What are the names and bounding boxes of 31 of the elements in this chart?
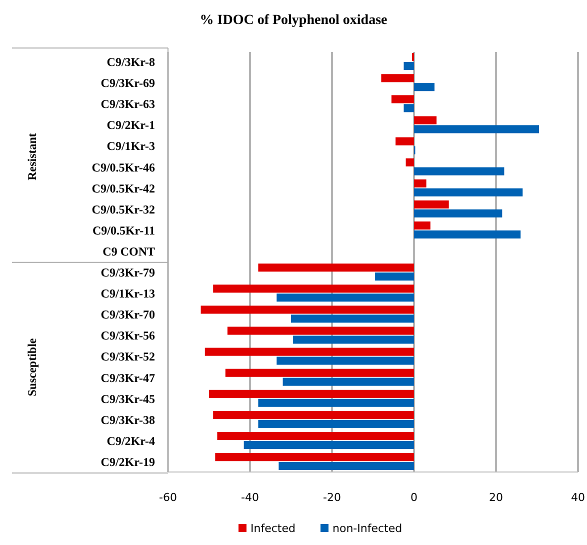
x-tick-label: -20 — [323, 491, 341, 504]
y-tick-label: C9/2Kr-4 — [106, 434, 155, 448]
y-tick-label: C9/3Kr-70 — [100, 308, 155, 322]
y-tick-label: C9/1Kr-3 — [106, 139, 155, 154]
y-tick-label: C9/3Kr-8 — [106, 55, 155, 69]
y-tick-label: C9/2Kr-19 — [100, 455, 155, 469]
y-tick-label: C9/3Kr-79 — [100, 266, 155, 280]
y-tick-label: C9 CONT — [102, 244, 155, 258]
x-tick-label: 20 — [489, 491, 503, 504]
x-tick-label: 40 — [571, 491, 585, 504]
y-tick-label: C9/3Kr-56 — [100, 328, 155, 343]
y-tick-label: C9/3Kr-52 — [100, 350, 155, 364]
y-tick-label: C9/0.5Kr-42 — [92, 181, 155, 196]
legend-label: Infected — [250, 522, 296, 535]
y-tick-label: C9/3Kr-47 — [100, 370, 155, 385]
y-tick-label: C9/0.5Kr-11 — [92, 223, 155, 238]
y-tick-label: C9/3Kr-38 — [100, 412, 155, 427]
y-tick-label: C9/2Kr-1 — [106, 118, 155, 132]
chart-title: % IDOC of Polyphenol oxidase — [200, 13, 388, 28]
y-tick-label: C9/3Kr-69 — [100, 76, 155, 90]
y-tick-label: C9/3Kr-45 — [100, 392, 155, 406]
text: Susceptible — [25, 338, 39, 396]
legend-label: non-Infected — [332, 522, 402, 535]
x-tick-label: -60 — [159, 491, 177, 504]
x-tick-label: -40 — [241, 491, 259, 504]
y-tick-label: C9/0.5Kr-32 — [92, 202, 155, 216]
y-tick-label: C9/3Kr-63 — [100, 97, 155, 112]
x-tick-label: 0 — [410, 491, 418, 504]
y-tick-label: C9/0.5Kr-46 — [92, 160, 155, 174]
y-tick-label: C9/1Kr-13 — [100, 286, 155, 301]
text: Resistant — [25, 133, 39, 180]
